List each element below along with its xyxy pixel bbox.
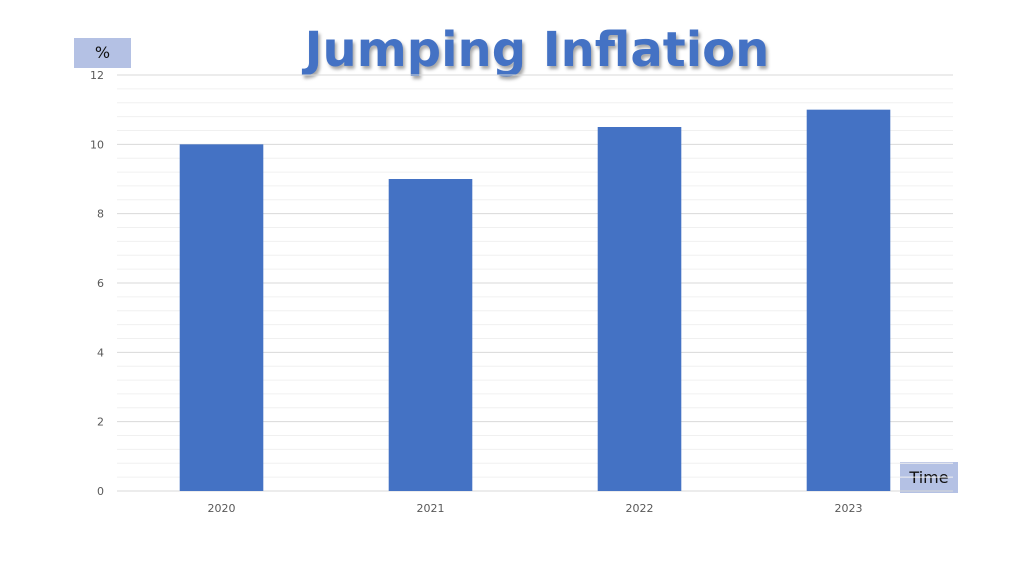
y-tick-label: 4 — [97, 346, 104, 359]
bar-2022 — [597, 127, 682, 491]
y-tick-label: 8 — [97, 208, 104, 221]
y-tick-label: 12 — [90, 69, 104, 82]
bars — [179, 109, 891, 492]
x-tick-label: 2022 — [626, 502, 654, 515]
x-tick-label: 2023 — [835, 502, 863, 515]
y-tick-labels: 0 2 4 6 8 10 12 — [90, 69, 104, 498]
y-tick-label: 10 — [90, 138, 104, 151]
y-tick-label: 0 — [97, 485, 104, 498]
y-tick-label: 2 — [97, 416, 104, 429]
y-tick-label: 6 — [97, 277, 104, 290]
bar-2020 — [179, 144, 264, 492]
x-tick-label: 2020 — [208, 502, 236, 515]
y-axis-label: % — [74, 38, 131, 68]
chart-title: Jumping Inflation — [304, 22, 770, 78]
x-tick-labels: 2020 2021 2022 2023 — [208, 502, 863, 515]
bar-2023 — [806, 109, 891, 492]
x-tick-label: 2021 — [417, 502, 445, 515]
bar-2021 — [388, 179, 473, 491]
